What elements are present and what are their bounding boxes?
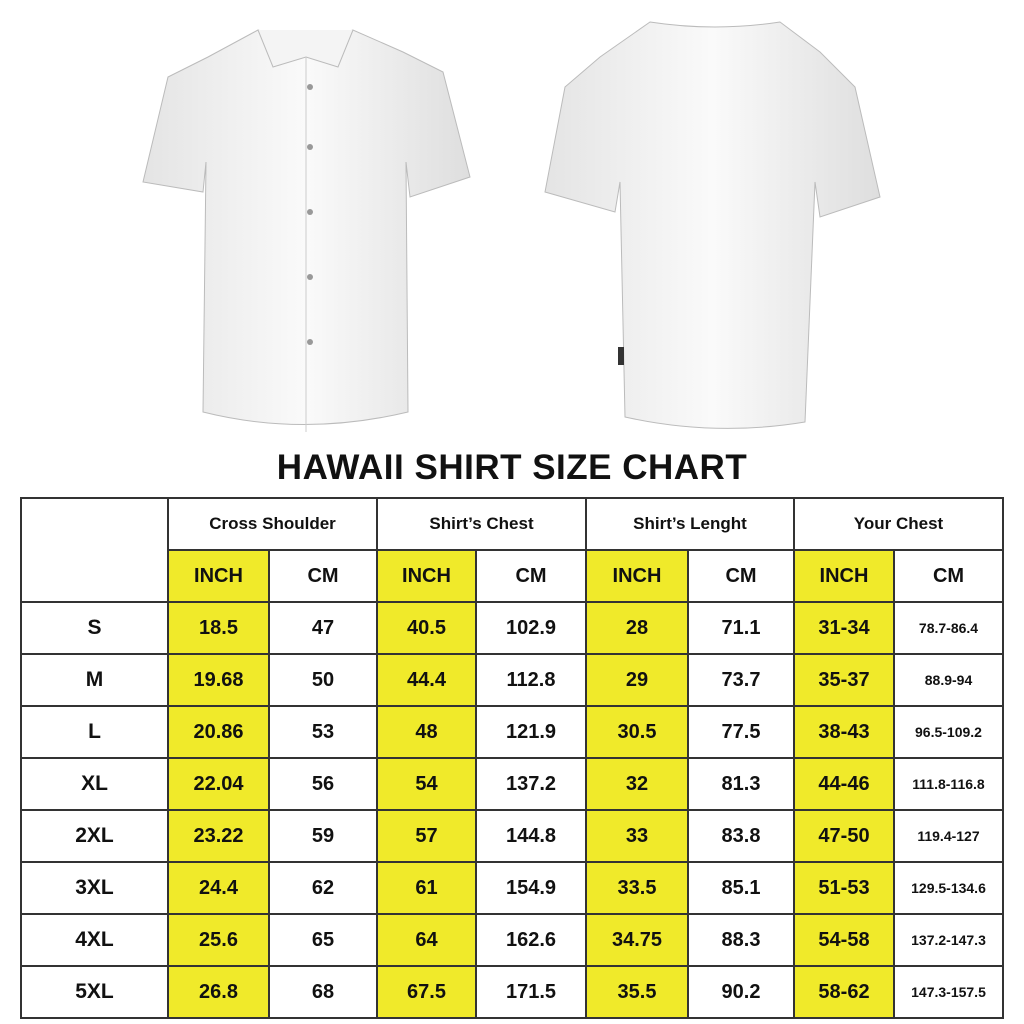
- inch-value: 67.5: [376, 965, 477, 1019]
- cm-value: 129.5-134.6: [893, 861, 1004, 915]
- inch-value: 33.5: [585, 861, 689, 915]
- inch-value: 23.22: [167, 809, 270, 863]
- size-chart-table: Cross Shoulder Shirt’s Chest Shirt’s Lengh…: [20, 497, 1004, 1019]
- cm-value: 171.5: [475, 965, 587, 1019]
- cm-value: 81.3: [687, 757, 795, 811]
- inch-value: 47-50: [793, 809, 895, 863]
- cm-value: 59: [268, 809, 378, 863]
- shirt-front-image: [142, 29, 471, 432]
- cm-value: 162.6: [475, 913, 587, 967]
- cm-value: 96.5-109.2: [893, 705, 1004, 759]
- unit-header-cm: CM: [268, 549, 378, 603]
- cm-value: 78.7-86.4: [893, 601, 1004, 655]
- inch-value: 35-37: [793, 653, 895, 707]
- inch-value: 29: [585, 653, 689, 707]
- inch-value: 28: [585, 601, 689, 655]
- inch-value: 64: [376, 913, 477, 967]
- table-row: 5XL 26.8 68 67.5 171.5 35.5 90.2 58-62 147.3-157…: [20, 965, 1004, 1019]
- unit-header-inch: INCH: [376, 549, 477, 603]
- inch-value: 54-58: [793, 913, 895, 967]
- unit-header-cm: CM: [475, 549, 587, 603]
- inch-value: 35.5: [585, 965, 689, 1019]
- inch-value: 54: [376, 757, 477, 811]
- cm-value: 73.7: [687, 653, 795, 707]
- table-row: M 19.68 50 44.4 112.8 29 73.7 35-37 88.9-94: [20, 653, 1004, 707]
- inch-value: 31-34: [793, 601, 895, 655]
- cm-value: 88.9-94: [893, 653, 1004, 707]
- cm-value: 111.8-116.8: [893, 757, 1004, 811]
- inch-value: 40.5: [376, 601, 477, 655]
- unit-header-cm: CM: [687, 549, 795, 603]
- unit-header-inch: INCH: [793, 549, 895, 603]
- cm-value: 137.2-147.3: [893, 913, 1004, 967]
- size-label: M: [20, 653, 169, 707]
- inch-value: 20.86: [167, 705, 270, 759]
- group-header: Cross Shoulder: [167, 497, 378, 551]
- corner-cell: [20, 497, 169, 603]
- inch-value: 33: [585, 809, 689, 863]
- table-row: 3XL 24.4 62 61 154.9 33.5 85.1 51-53 129.5-134.6: [20, 861, 1004, 915]
- unit-header-cm: CM: [893, 549, 1004, 603]
- inch-value: 26.8: [167, 965, 270, 1019]
- cm-value: 62: [268, 861, 378, 915]
- cm-value: 50: [268, 653, 378, 707]
- inch-value: 25.6: [167, 913, 270, 967]
- inch-value: 18.5: [167, 601, 270, 655]
- inch-value: 51-53: [793, 861, 895, 915]
- cm-value: 144.8: [475, 809, 587, 863]
- cm-value: 68: [268, 965, 378, 1019]
- inch-value: 24.4: [167, 861, 270, 915]
- cm-value: 65: [268, 913, 378, 967]
- size-label: 3XL: [20, 861, 169, 915]
- page-title: HAWAII SHIRT SIZE CHART: [276, 448, 748, 487]
- size-label: 4XL: [20, 913, 169, 967]
- cm-value: 77.5: [687, 705, 795, 759]
- inch-value: 22.04: [167, 757, 270, 811]
- inch-value: 38-43: [793, 705, 895, 759]
- group-header: Shirt’s Lenght: [585, 497, 795, 551]
- unit-header-inch: INCH: [167, 549, 270, 603]
- inch-value: 30.5: [585, 705, 689, 759]
- group-header: Your Chest: [793, 497, 1004, 551]
- unit-header-row: INCH CM INCH CM INCH CM INCH CM: [21, 549, 1004, 603]
- cm-value: 53: [268, 705, 378, 759]
- size-label: 2XL: [20, 809, 169, 863]
- inch-value: 61: [376, 861, 477, 915]
- cm-value: 147.3-157.5: [893, 965, 1004, 1019]
- cm-value: 71.1: [687, 601, 795, 655]
- table-row: 4XL 25.6 65 64 162.6 34.75 88.3 54-58 137.2-147.…: [20, 913, 1004, 967]
- inch-value: 57: [376, 809, 477, 863]
- size-label: 5XL: [20, 965, 169, 1019]
- table-row: L 20.86 53 48 121.9 30.5 77.5 38-43 96.5-109.2: [20, 705, 1004, 759]
- unit-header-inch: INCH: [585, 549, 689, 603]
- inch-value: 19.68: [167, 653, 270, 707]
- cm-value: 85.1: [687, 861, 795, 915]
- cm-value: 88.3: [687, 913, 795, 967]
- cm-value: 102.9: [475, 601, 587, 655]
- cm-value: 83.8: [687, 809, 795, 863]
- cm-value: 47: [268, 601, 378, 655]
- inch-value: 34.75: [585, 913, 689, 967]
- group-header-row: Cross Shoulder Shirt’s Chest Shirt’s Lengh…: [20, 497, 1004, 603]
- table-row: 2XL 23.22 59 57 144.8 33 83.8 47-50 119.4-127: [20, 809, 1004, 863]
- table-row: S 18.5 47 40.5 102.9 28 71.1 31-34 78.7-86.4: [20, 601, 1004, 655]
- cm-value: 154.9: [475, 861, 587, 915]
- cm-value: 119.4-127: [893, 809, 1004, 863]
- size-label: S: [20, 601, 169, 655]
- inch-value: 48: [376, 705, 477, 759]
- cm-value: 56: [268, 757, 378, 811]
- inch-value: 44.4: [376, 653, 477, 707]
- inch-value: 32: [585, 757, 689, 811]
- cm-value: 137.2: [475, 757, 587, 811]
- inch-value: 44-46: [793, 757, 895, 811]
- shirt-back-image: [544, 21, 881, 429]
- size-label: XL: [20, 757, 169, 811]
- table-row: XL 22.04 56 54 137.2 32 81.3 44-46 111.8-116.8: [20, 757, 1004, 811]
- cm-value: 112.8: [475, 653, 587, 707]
- inch-value: 58-62: [793, 965, 895, 1019]
- group-header: Shirt’s Chest: [376, 497, 587, 551]
- size-label: L: [20, 705, 169, 759]
- cm-value: 121.9: [475, 705, 587, 759]
- cm-value: 90.2: [687, 965, 795, 1019]
